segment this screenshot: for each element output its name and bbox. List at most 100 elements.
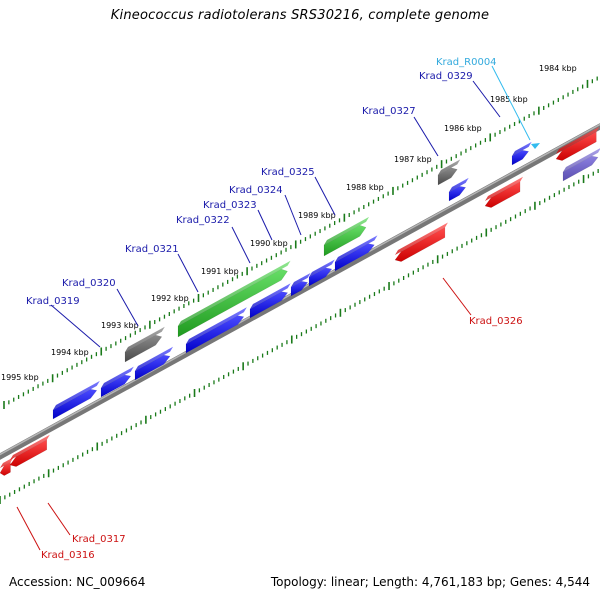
gene-red-2-body <box>484 181 521 208</box>
gene-krad-0325b-body <box>334 243 375 272</box>
kbp-label-1988: 1988 kbp <box>346 183 384 192</box>
gene-krad-0327[interactable] <box>437 159 461 186</box>
kbp-label-1995: 1995 kbp <box>1 373 39 382</box>
lower-scale-ticks <box>0 169 599 504</box>
gene-krad-0317[interactable] <box>9 434 50 467</box>
gene-label-krad-0322[interactable]: Krad_0322 <box>176 215 230 226</box>
gene-krad-0321-body <box>134 354 171 381</box>
leader-krad-0327 <box>413 116 439 157</box>
leader-krad-r0004 <box>491 65 531 141</box>
gene-krad-0321[interactable] <box>134 346 174 381</box>
gene-red-2-top <box>485 176 524 201</box>
gene-krad-0327b-top <box>449 177 469 192</box>
gene-krad-0319-body <box>52 389 98 420</box>
leader-krad-0324 <box>284 194 302 236</box>
gene-krad-0326-top <box>395 222 448 255</box>
gene-red-2[interactable] <box>484 176 524 208</box>
gene-label-krad-0329[interactable]: Krad_0329 <box>419 71 473 82</box>
gene-krad-0324a-top <box>291 272 311 287</box>
feature-grey-1[interactable] <box>124 326 165 363</box>
gene-krad-0329-top <box>512 141 532 156</box>
gene-label-krad-0316[interactable]: Krad_0316 <box>41 550 95 561</box>
gene-krad-0327b[interactable] <box>448 177 469 202</box>
gene-krad-0317-top <box>10 434 50 460</box>
gene-label-krad-0327[interactable]: Krad_0327 <box>362 106 416 117</box>
gene-purple-1[interactable] <box>562 148 600 182</box>
kbp-label-1994: 1994 kbp <box>51 348 89 357</box>
feature-grey-1-body <box>124 334 163 363</box>
leader-krad-0319 <box>50 304 101 348</box>
gene-krad-0327-body <box>437 167 458 186</box>
leader-krad-0320 <box>116 288 139 327</box>
gene-krad-0326[interactable] <box>394 222 448 262</box>
gene-purple-1-body <box>562 155 599 182</box>
gene-label-krad-0319[interactable]: Krad_0319 <box>26 296 80 307</box>
gene-krad-0316[interactable] <box>0 457 14 476</box>
gene-features <box>0 126 600 476</box>
leader-krad-0321 <box>177 253 199 293</box>
gene-krad-0319[interactable] <box>52 380 100 420</box>
gene-krad-0326-body <box>394 227 446 262</box>
gene-red-3-top <box>556 126 600 154</box>
feature-grey-1-top <box>125 326 165 352</box>
leader-krad-0317 <box>47 502 71 536</box>
gene-krad-0322-body <box>185 315 245 354</box>
gene-label-krad-0325[interactable]: Krad_0325 <box>261 167 315 178</box>
gene-green-1-top <box>178 260 291 326</box>
kbp-label-1987: 1987 kbp <box>394 155 432 164</box>
gene-krad-0323-top <box>250 283 291 309</box>
gene-red-3[interactable] <box>555 126 600 161</box>
leader-krad-0316 <box>16 506 41 551</box>
gene-krad-0325b[interactable] <box>334 235 378 272</box>
gene-label-krad-0320[interactable]: Krad_0320 <box>62 278 116 289</box>
gene-krad-0324a[interactable] <box>290 272 311 297</box>
gene-krad-0325[interactable] <box>323 216 370 257</box>
gene-label-krad-0324[interactable]: Krad_0324 <box>229 185 283 196</box>
gene-krad-0320[interactable] <box>100 366 134 398</box>
genome-stats-text: Topology: linear; Length: 4,761,183 bp; … <box>270 575 590 589</box>
genome-backbone <box>0 123 600 460</box>
gene-label-krad-0317[interactable]: Krad_0317 <box>72 534 126 545</box>
gene-krad-0322[interactable] <box>185 307 247 354</box>
kbp-label-1986: 1986 kbp <box>444 124 482 133</box>
leader-krad-0329 <box>472 80 501 118</box>
gene-krad-0325-body <box>323 224 367 257</box>
gene-krad-0325-top <box>324 216 370 245</box>
gene-krad-0323[interactable] <box>249 283 291 319</box>
upper-scale-ticks <box>3 76 598 409</box>
kbp-label-1992: 1992 kbp <box>151 294 189 303</box>
kbp-label-1993: 1993 kbp <box>101 321 139 330</box>
kbp-label-1984: 1984 kbp <box>539 64 577 73</box>
gene-krad-0322-top <box>186 307 247 344</box>
kbp-labels: 1984 kbp 1985 kbp 1986 kbp 1987 kbp 1988… <box>1 64 577 382</box>
gene-label-krad-0326[interactable]: Krad_0326 <box>469 316 523 327</box>
gene-krad-0327-top <box>438 159 461 175</box>
gene-label-krad-0323[interactable]: Krad_0323 <box>203 200 257 211</box>
leader-krad-0322 <box>231 226 251 264</box>
gene-krad-0320-body <box>100 374 132 398</box>
gene-krad-0321-top <box>135 346 174 371</box>
gene-krad-0317-body <box>9 439 48 467</box>
gene-green-1[interactable] <box>177 260 291 338</box>
gene-label-krad-0321[interactable]: Krad_0321 <box>125 244 179 255</box>
kbp-label-1990: 1990 kbp <box>250 239 288 248</box>
kbp-label-1991: 1991 kbp <box>201 267 239 276</box>
gene-green-1-body <box>177 268 288 338</box>
gene-krad-0329[interactable] <box>511 141 532 166</box>
gene-krad-0329-body <box>511 149 530 166</box>
gene-krad-0324b-body <box>308 267 333 287</box>
gene-krad-0324b[interactable] <box>308 259 335 287</box>
leader-krad-0325 <box>314 176 336 216</box>
gene-krad-0324a-body <box>290 280 309 297</box>
gene-krad-0319-top <box>53 380 100 410</box>
rna-krad-r0004[interactable] <box>531 143 540 149</box>
leader-krad-0323 <box>257 209 273 241</box>
gene-krad-0316-body <box>0 461 11 476</box>
gene-label-krad-r0004[interactable]: Krad_R0004 <box>436 57 497 68</box>
leader-krad-0326 <box>442 277 472 316</box>
gene-krad-0323-body <box>249 291 289 319</box>
gene-purple-1-top <box>563 148 600 172</box>
map-title: Kineococcus radiotolerans SRS30216, comp… <box>110 8 490 23</box>
gene-krad-0325b-top <box>335 235 378 262</box>
